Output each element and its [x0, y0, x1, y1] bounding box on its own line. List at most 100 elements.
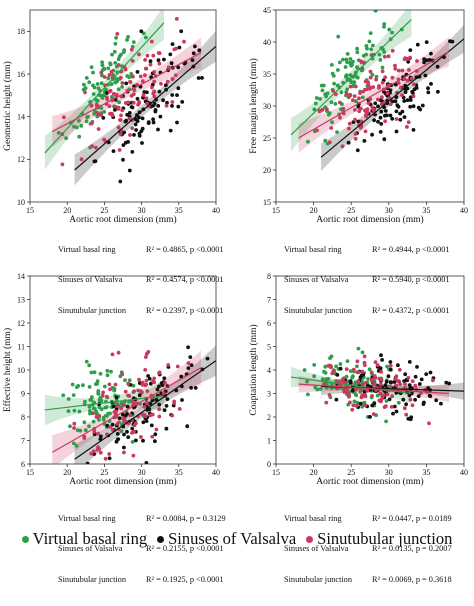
- data-point-stj: [364, 114, 369, 118]
- data-point-stj: [91, 449, 96, 454]
- y-tick-label: 30: [263, 102, 271, 111]
- data-point-sov: [189, 363, 194, 368]
- data-point-vbr: [82, 82, 86, 87]
- data-point-sov: [407, 360, 412, 364]
- data-point-stj: [358, 91, 362, 95]
- data-point-stj: [342, 390, 347, 394]
- data-point-vbr: [306, 139, 310, 144]
- data-point-sov: [388, 380, 393, 385]
- data-point-stj: [170, 100, 175, 104]
- data-point-stj: [362, 363, 367, 367]
- data-point-vbr: [101, 415, 106, 420]
- stats-label: Sinuses of Valsalva: [284, 544, 349, 554]
- data-point-stj: [360, 395, 364, 399]
- y-tick-label: 18: [17, 27, 25, 36]
- data-point-vbr: [127, 378, 132, 383]
- legend-marker: [157, 535, 165, 543]
- data-point-sov: [111, 149, 116, 154]
- data-point-sov: [439, 401, 443, 406]
- data-point-vbr: [365, 46, 369, 51]
- data-point-stj: [403, 382, 407, 386]
- data-point-sov: [111, 404, 116, 409]
- data-point-stj: [108, 425, 113, 429]
- data-point-stj: [157, 61, 162, 66]
- data-point-stj: [90, 144, 94, 149]
- data-point-stj: [121, 416, 125, 421]
- x-tick-label: 30: [138, 206, 146, 215]
- stats-row: Virtual basal ring R² = 0.0084, p = 0.312…: [58, 514, 226, 524]
- data-point-vbr: [96, 391, 101, 396]
- data-point-vbr: [113, 41, 118, 46]
- data-point-stj: [363, 403, 368, 408]
- data-point-vbr: [329, 63, 334, 67]
- data-point-sov: [107, 456, 112, 461]
- y-tick-label: 45: [263, 6, 271, 15]
- data-point-stj: [144, 378, 149, 383]
- data-point-stj: [131, 74, 135, 79]
- data-point-stj: [123, 101, 128, 105]
- data-point-vbr: [88, 409, 92, 413]
- data-point-sov: [422, 57, 426, 62]
- data-point-vbr: [370, 72, 375, 77]
- data-point-sov: [428, 394, 433, 398]
- x-tick-label: 40: [212, 206, 220, 215]
- data-point-vbr: [366, 377, 370, 381]
- plot-area: [44, 345, 216, 464]
- y-tick-label: 0: [267, 460, 271, 469]
- stats-value: R² = 0.4865, p <0.0001: [146, 244, 224, 254]
- data-point-stj: [379, 378, 384, 382]
- y-tick-label: 13: [17, 295, 25, 304]
- data-point-stj: [143, 73, 147, 78]
- y-tick-label: 12: [17, 319, 25, 328]
- data-point-stj: [131, 100, 136, 105]
- data-point-stj: [99, 113, 104, 117]
- data-point-sov: [406, 59, 411, 64]
- data-point-vbr: [380, 65, 385, 70]
- x-tick-label: 25: [100, 468, 108, 477]
- figure: 15 20 25 30 35 40 10 12 14 16 18 Aortic root dimens…: [2, 6, 468, 585]
- data-point-sov: [164, 83, 168, 88]
- stats-value: R² = 0.1925, p <0.0001: [146, 575, 224, 585]
- data-point-vbr: [112, 388, 117, 393]
- plot-area: [290, 10, 464, 172]
- data-point-stj: [335, 379, 339, 384]
- data-point-sov: [407, 383, 412, 387]
- stats-panel-2: Virtual basal ring R² = 0.4944, p <0.0001…: [284, 224, 450, 337]
- data-point-stj: [83, 90, 87, 95]
- legend-label: Sinutubular junction: [317, 529, 453, 548]
- stats-value: R² = 0.4372, p <0.0001: [372, 306, 450, 316]
- data-point-stj: [356, 379, 361, 383]
- data-point-sov: [170, 42, 175, 46]
- data-point-stj: [72, 421, 77, 426]
- data-point-stj: [108, 111, 112, 116]
- data-point-sov: [429, 82, 433, 86]
- x-tick-label: 20: [63, 468, 71, 477]
- data-point-stj: [403, 56, 408, 60]
- data-point-sov: [388, 113, 393, 118]
- data-point-sov: [444, 380, 449, 385]
- data-point-sov: [394, 109, 399, 114]
- data-point-stj: [104, 95, 109, 100]
- data-point-sov: [189, 385, 194, 390]
- data-point-vbr: [355, 46, 359, 51]
- stats-panel-1: Virtual basal ring R² = 0.4865, p <0.0001…: [58, 224, 224, 337]
- data-point-sov: [176, 104, 181, 109]
- data-point-stj: [338, 100, 342, 105]
- data-point-vbr: [352, 80, 357, 84]
- data-point-sov: [387, 397, 392, 402]
- data-point-sov: [132, 133, 136, 137]
- data-point-sov: [185, 424, 190, 429]
- data-point-vbr: [95, 379, 100, 384]
- data-point-sov: [125, 404, 130, 409]
- data-point-stj: [317, 109, 322, 114]
- stats-row: Sinutubular junction R² = 0.2397, p <0.00…: [58, 306, 224, 316]
- data-point-stj: [380, 95, 384, 100]
- data-point-stj: [150, 434, 155, 439]
- data-point-vbr: [87, 424, 91, 429]
- y-tick-label: 7: [267, 295, 271, 304]
- data-point-sov: [148, 401, 153, 406]
- data-point-stj: [142, 405, 147, 409]
- data-point-sov: [85, 461, 90, 464]
- data-point-stj: [89, 103, 94, 108]
- data-point-sov: [162, 376, 167, 381]
